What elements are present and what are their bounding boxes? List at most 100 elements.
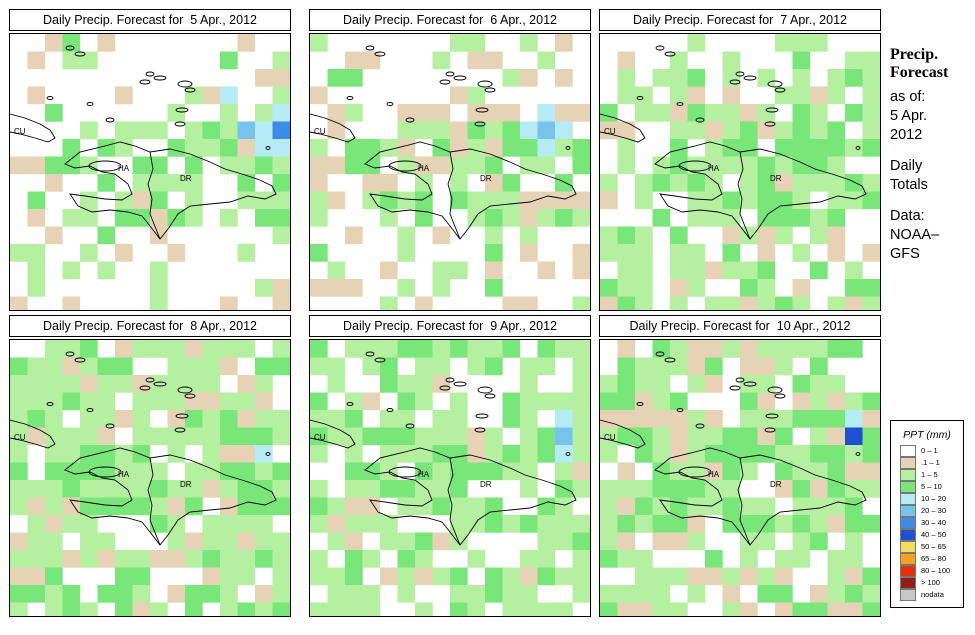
legend-item: > 100: [891, 577, 963, 589]
legend-label: 50 – 65: [921, 542, 947, 551]
forecast-panel: Daily Precip. Forecast for 10 Apr., 2012…: [599, 315, 881, 617]
precip-legend: PPT (mm) 0 – 1 .1 – 1 1 – 5 5 – 10 10 – 20 20…: [890, 420, 964, 608]
sidebar-title: Precip. Forecast: [890, 46, 974, 82]
forecast-panel: Daily Precip. Forecast for 8 Apr., 2012 C…: [9, 315, 291, 617]
legend-swatch: [900, 529, 916, 541]
country-label-ha: HA: [418, 470, 430, 479]
legend-label: 20 – 30: [921, 506, 947, 515]
coastline: [600, 45, 867, 240]
forecast-map: CU HA DR: [599, 339, 881, 617]
forecast-panel: Daily Precip. Forecast for 9 Apr., 2012 C…: [309, 315, 591, 617]
legend-swatch: [900, 505, 916, 517]
legend-item: 30 – 40: [891, 517, 963, 529]
legend-item: 65 – 80: [891, 553, 963, 565]
country-label-cu: CU: [604, 127, 616, 136]
legend-label: 0 – 1: [921, 446, 938, 455]
legend-label: 5 – 10: [921, 482, 942, 491]
country-label-dr: DR: [770, 174, 782, 183]
legend-item: 80 – 100: [891, 565, 963, 577]
legend-label: > 100: [921, 578, 940, 587]
coastline: [10, 45, 277, 240]
daily-label: Daily: [890, 158, 923, 174]
country-label-dr: DR: [770, 480, 782, 489]
legend-swatch: [900, 553, 916, 565]
asof-year: 2012: [890, 127, 923, 143]
legend-item: 50 – 65: [891, 541, 963, 553]
country-label-cu: CU: [314, 433, 326, 442]
forecast-map: CU HA DR: [9, 33, 291, 311]
title-line: Forecast: [890, 64, 949, 81]
legend-label: 10 – 20: [921, 494, 947, 503]
legend-swatch: [900, 565, 916, 577]
precip-grid: [600, 340, 880, 616]
country-label-ha: HA: [708, 470, 720, 479]
country-label-dr: DR: [480, 174, 492, 183]
legend-item: 20 – 30: [891, 505, 963, 517]
panel-title: Daily Precip. Forecast for 5 Apr., 2012: [9, 9, 291, 31]
legend-item: 5 – 10: [891, 481, 963, 493]
country-label-ha: HA: [708, 164, 720, 173]
legend-swatch: [900, 469, 916, 481]
country-label-ha: HA: [118, 470, 130, 479]
legend-label: 1 – 5: [921, 470, 938, 479]
precip-grid: [310, 340, 590, 616]
legend-swatch: [900, 457, 916, 469]
legend-title: PPT (mm): [903, 429, 951, 441]
legend-label: .1 – 1: [921, 458, 940, 467]
legend-swatch: [900, 493, 916, 505]
coastline: [310, 45, 577, 240]
legend-item: 0 – 1: [891, 445, 963, 457]
forecast-panel: Daily Precip. Forecast for 7 Apr., 2012 C…: [599, 9, 881, 311]
country-label-cu: CU: [14, 127, 26, 136]
totals-label: Totals: [890, 177, 928, 193]
panel-title: Daily Precip. Forecast for 7 Apr., 2012: [599, 9, 881, 31]
panel-title: Daily Precip. Forecast for 9 Apr., 2012: [309, 315, 591, 337]
precip-grid: [310, 34, 590, 310]
forecast-panel: Daily Precip. Forecast for 6 Apr., 2012 C…: [309, 9, 591, 311]
legend-item: nodata: [891, 589, 963, 601]
country-label-dr: DR: [180, 480, 192, 489]
data-source-cont: GFS: [890, 246, 920, 262]
forecast-map: CU HA DR: [599, 33, 881, 311]
precip-grid: [600, 34, 880, 310]
legend-label: 65 – 80: [921, 554, 947, 563]
forecast-map: CU HA DR: [309, 339, 591, 617]
panel-title: Daily Precip. Forecast for 10 Apr., 2012: [599, 315, 881, 337]
legend-label: 30 – 40: [921, 518, 947, 527]
coastline: [10, 351, 277, 546]
country-label-cu: CU: [314, 127, 326, 136]
country-label-dr: DR: [180, 174, 192, 183]
legend-swatch: [900, 541, 916, 553]
legend-label: 40 – 50: [921, 530, 947, 539]
legend-item: 10 – 20: [891, 493, 963, 505]
legend-swatch: [900, 517, 916, 529]
panel-title: Daily Precip. Forecast for 6 Apr., 2012: [309, 9, 591, 31]
panel-title: Daily Precip. Forecast for 8 Apr., 2012: [9, 315, 291, 337]
legend-label: nodata: [921, 590, 944, 599]
legend-item: 1 – 5: [891, 469, 963, 481]
legend-items: 0 – 1 .1 – 1 1 – 5 5 – 10 10 – 20 20 – 30 30 –…: [891, 445, 963, 601]
legend-label: 80 – 100: [921, 566, 951, 575]
coastline: [600, 351, 867, 546]
precip-grid: [10, 34, 290, 310]
data-label: Data:: [890, 208, 925, 224]
legend-swatch: [900, 577, 916, 589]
legend-swatch: [900, 589, 916, 601]
legend-swatch: [900, 445, 916, 457]
forecast-map: CU HA DR: [9, 339, 291, 617]
asof-date: 5 Apr.: [890, 108, 928, 124]
title-line: Precip.: [890, 46, 939, 63]
legend-item: 40 – 50: [891, 529, 963, 541]
sidebar-info: Precip. Forecast as of: 5 Apr. 2012 Dail…: [890, 46, 974, 264]
forecast-map: CU HA DR: [309, 33, 591, 311]
country-label-ha: HA: [418, 164, 430, 173]
data-source: NOAA–: [890, 227, 940, 243]
coastline: [310, 351, 577, 546]
precip-grid: [10, 340, 290, 616]
country-label-ha: HA: [118, 164, 130, 173]
legend-item: .1 – 1: [891, 457, 963, 469]
country-label-dr: DR: [480, 480, 492, 489]
country-label-cu: CU: [14, 433, 26, 442]
legend-swatch: [900, 481, 916, 493]
asof-label: as of:: [890, 89, 926, 105]
